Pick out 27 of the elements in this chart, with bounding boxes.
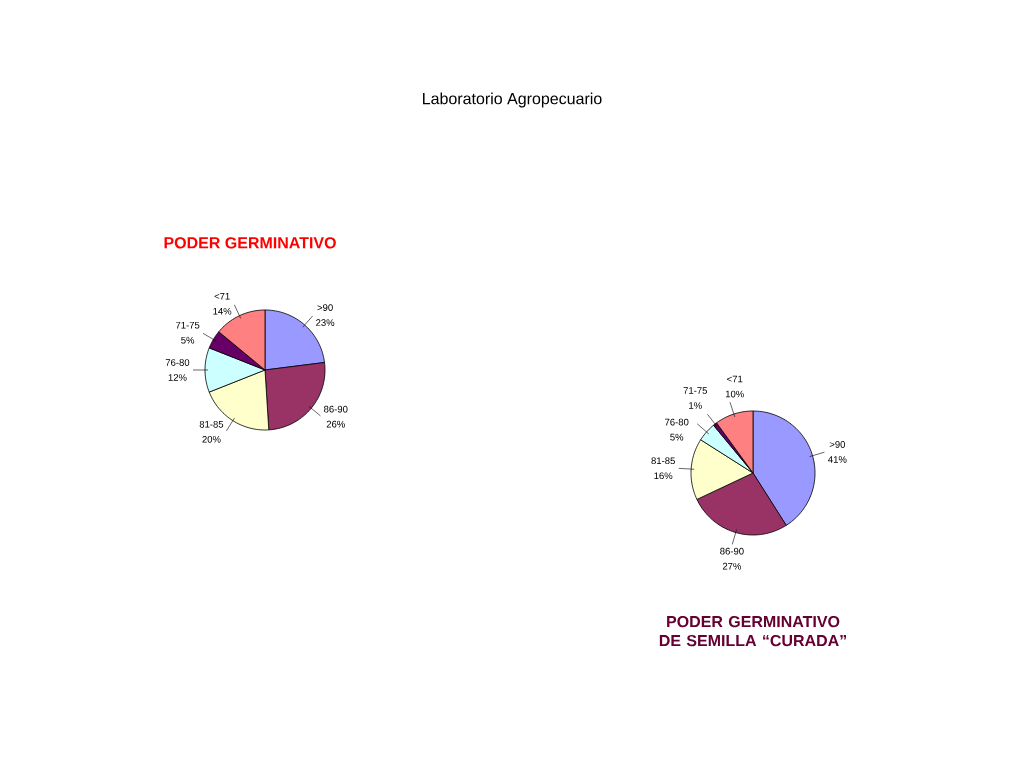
data-label: 5% [181,336,195,344]
data-label: 10% [725,390,744,398]
slice-label: 71-75 [175,321,200,329]
text: PODER GERMINATIVO DE SEMILLA “CURADA” [659,615,847,647]
text: Laboratorio Agropecuario [423,92,602,108]
data-label: 20% [202,435,221,443]
data-label: 23% [316,319,335,326]
chart-title: PODER GERMINATIVO [164,237,336,249]
slice-label: <71 [727,375,743,383]
data-label: 1% [689,402,702,409]
slice-label: 86-90 [324,405,348,413]
data-label: 26% [326,420,345,428]
slice-label: 86-90 [720,547,744,555]
slice-label: <71 [214,292,230,300]
data-label: 16% [654,472,673,480]
slice-label: 81-85 [651,457,675,465]
data-label: 27% [722,562,742,570]
data-label: 5% [670,433,684,441]
slice-label: 81-85 [199,420,224,428]
slice-label: >90 [829,441,846,448]
data-label: 41% [828,456,847,463]
data-label: 14% [213,307,232,315]
slice-label: 76-80 [665,418,689,426]
slice-label: >90 [317,304,333,311]
slice-label: 76-80 [165,359,190,366]
data-label: 12% [168,374,187,381]
slice-label: 71-75 [683,387,708,394]
